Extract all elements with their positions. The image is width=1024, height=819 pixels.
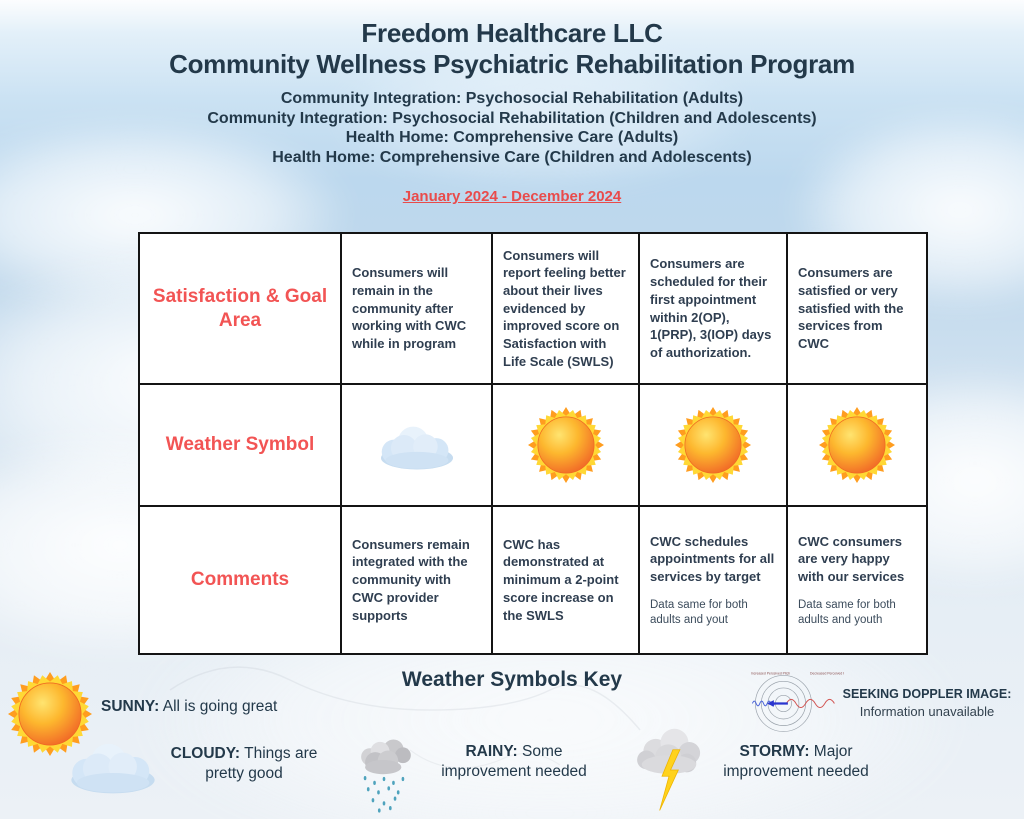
program-title: Community Wellness Psychiatric Rehabilit… — [169, 49, 855, 79]
doppler-icon: Increased Perceived Pitch Decreased Perc… — [748, 666, 851, 738]
goal-cell: Consumers are scheduled for their first … — [640, 234, 788, 385]
comment-cell: CWC has demonstrated at minimum a 2-poin… — [493, 507, 640, 653]
program-line: Community Integration: Psychosocial Reha… — [280, 90, 744, 107]
document-header: Freedom Healthcare LLC Community Wellnes… — [0, 18, 1024, 205]
cloudy-icon — [58, 734, 168, 796]
doppler-key-name: SEEKING DOPPLER IMAGE: — [842, 687, 1012, 701]
sunny-key-label: SUNNY: All is going great — [101, 697, 277, 717]
cloudy-key-label: CLOUDY: Things are pretty good — [163, 744, 325, 784]
weather-symbol-cell — [342, 385, 493, 507]
program-line: Health Home: Comprehensive Care (Childre… — [272, 148, 752, 166]
goal-cell: Consumers will remain in the community a… — [342, 234, 493, 385]
sunny-key-name: SUNNY: — [101, 698, 160, 715]
row-label-weather-symbol: Weather Symbol — [140, 385, 342, 507]
comment-text: CWC consumers are very happy with our se… — [798, 533, 905, 584]
stormy-key-desc: Major improvement needed — [723, 743, 869, 780]
org-title: Freedom Healthcare LLC — [361, 18, 663, 48]
sunny-icon — [675, 407, 751, 483]
goal-cell: Consumers will report feeling better abo… — [493, 234, 640, 385]
weather-symbol-cell — [788, 385, 926, 507]
svg-text:Decreased Perceived Pitch: Decreased Perceived Pitch — [810, 672, 844, 676]
cloudy-key-desc: Things are pretty good — [205, 745, 318, 782]
rainy-key-name: RAINY: — [465, 743, 518, 760]
comment-text: CWC schedules appointments for all servi… — [650, 533, 775, 584]
stormy-key-name: STORMY: — [739, 743, 810, 760]
comment-note: Data same for both adults and youth — [798, 598, 896, 626]
program-line: Community Integration: Psychosocial Reha… — [207, 109, 817, 127]
cloud-decoration — [330, 40, 750, 190]
comment-cell: CWC consumers are very happy with our se… — [788, 507, 926, 653]
program-list: Community Integration: Psychosocial Reha… — [0, 89, 1024, 167]
svg-text:Increased Perceived Pitch: Increased Perceived Pitch — [751, 672, 790, 676]
weather-symbol-cell — [640, 385, 788, 507]
date-range: January 2024 - December 2024 — [402, 188, 622, 205]
rainy-key-label: RAINY: Some improvement needed — [426, 742, 602, 782]
stormy-key-label: STORMY: Major improvement needed — [706, 742, 886, 782]
sunny-key-desc: All is going great — [162, 698, 278, 715]
summary-table: Satisfaction & Goal Area Consumers will … — [138, 232, 928, 655]
cloudy-key-name: CLOUDY: — [170, 745, 241, 762]
cloudy-icon — [371, 416, 463, 474]
comment-text: Consumers remain integrated with the com… — [352, 536, 470, 623]
sunny-icon — [8, 672, 92, 756]
doppler-key-desc: Information unavailable — [859, 704, 995, 719]
comment-cell: Consumers remain integrated with the com… — [342, 507, 493, 653]
stormy-icon — [634, 722, 704, 818]
rainy-key-desc: Some improvement needed — [441, 743, 587, 780]
weather-symbol-cell — [493, 385, 640, 507]
comment-text: CWC has demonstrated at minimum a 2-poin… — [503, 536, 619, 623]
goal-cell: Consumers are satisfied or very satisfie… — [788, 234, 926, 385]
sunny-icon — [527, 407, 604, 483]
row-label-satisfaction-goal-area: Satisfaction & Goal Area — [140, 234, 342, 385]
comment-cell: CWC schedules appointments for all servi… — [640, 507, 788, 653]
row-label-comments: Comments — [140, 507, 342, 653]
comment-note: Data same for both adults and yout — [650, 598, 748, 626]
sunny-icon — [819, 407, 895, 483]
program-line: Health Home: Comprehensive Care (Adults) — [345, 129, 679, 146]
rainy-icon — [346, 734, 422, 816]
weather-key-title: Weather Symbols Key — [401, 668, 623, 691]
doppler-key-label: SEEKING DOPPLER IMAGE: Information unava… — [838, 686, 1016, 721]
